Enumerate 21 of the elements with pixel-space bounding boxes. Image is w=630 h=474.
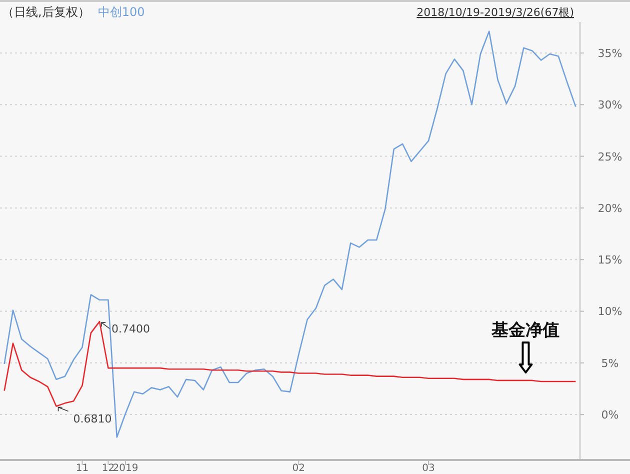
chart-subtitle: 2018/10/19-2019/3/26(67根) [416,6,574,19]
y-tick-label: 5% [601,356,619,370]
y-tick-label: 30% [598,98,622,112]
x-tick-label: 12 [102,463,115,474]
text: 中创100 [98,5,145,19]
annotation: 0.6810 [73,412,112,426]
line-series [4,320,576,407]
x-tick-label: 2019 [112,463,138,474]
y-tick-label: 25% [598,150,622,164]
x-tick-label: 11 [76,463,89,474]
annotation: 0.7400 [112,322,150,336]
x-tick-label: 03 [422,463,435,474]
y-tick-label: 20% [598,202,622,215]
y-tick-label: 10% [598,305,622,318]
y-tick-label: 0% [601,408,619,422]
y-tick-label: 15% [598,254,622,267]
chart-title: （日线,后复权） [2,5,90,19]
x-tick-label: 02 [292,463,306,474]
y-tick-label: 35% [598,46,622,60]
annotation: 基金净值 [490,320,560,340]
line-series [4,30,576,438]
